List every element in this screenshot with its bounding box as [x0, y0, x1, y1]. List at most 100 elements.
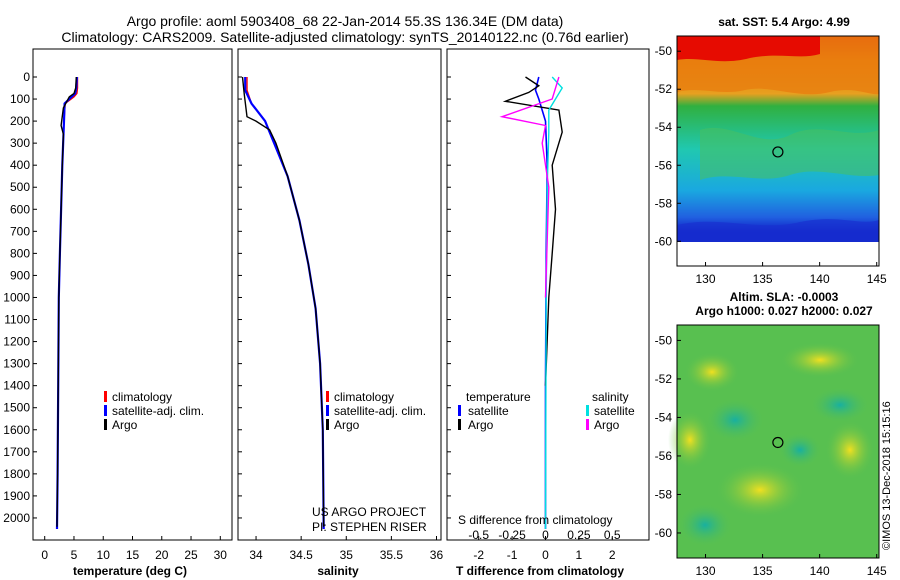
x-tick-label: 36: [430, 548, 444, 562]
salinity-legend: climatology satellite-adj. clim. Argo US…: [312, 390, 427, 534]
legend-argo: Argo: [334, 418, 360, 432]
lon-tick-label: 135: [753, 564, 773, 578]
sst-green-band: [700, 127, 879, 180]
series-satellite-adj-clim-: [244, 77, 325, 530]
series-argo: [502, 76, 563, 386]
lon-tick-label: 145: [867, 272, 887, 286]
sla-map-title-2: Argo h1000: 0.027 h2000: 0.027: [695, 304, 873, 318]
title-line-1: Argo profile: aoml 5903408_68 22-Jan-201…: [127, 13, 564, 29]
lon-tick-label: 140: [810, 564, 830, 578]
x-tick-label: 0: [542, 548, 549, 562]
sla-high: [825, 420, 875, 480]
sla-map-ticks: -50 -52 -54 -56 -58 -60 130 135 140 145: [655, 333, 887, 578]
s-tick-label: 0.5: [604, 528, 621, 542]
salinity-panel: [237, 48, 442, 541]
t-difference-axis-label: T difference from climatology: [456, 564, 624, 578]
salinity-axis-label: salinity: [317, 564, 359, 578]
series-sal-argo: [499, 76, 560, 298]
legend-satellite-adj: satellite-adj. clim.: [334, 404, 426, 418]
depth-tick-label: 700: [10, 224, 30, 238]
pi-credit: PI: STEPHEN RISER: [312, 520, 427, 534]
sla-low: [677, 503, 733, 547]
sla-high: [780, 342, 860, 378]
legend-t-argo: Argo: [468, 418, 494, 432]
depth-tick-label: 300: [10, 136, 30, 150]
legend-swatch-satellite: [326, 405, 329, 416]
legend-s-satellite: satellite: [594, 404, 635, 418]
depth-tick-label: 600: [10, 202, 30, 216]
legend-swatch-t-argo: [458, 419, 461, 430]
argo-location-marker: [772, 436, 784, 449]
sla-low: [705, 398, 765, 442]
x-tick-label: 2: [609, 548, 616, 562]
legend-argo: Argo: [112, 418, 138, 432]
s-tick-label: -0.25: [498, 528, 526, 542]
x-tick-label: 15: [126, 548, 140, 562]
sst-hot-zone: [677, 36, 820, 62]
lat-tick-label: -60: [655, 526, 673, 540]
lon-tick-label: 140: [810, 272, 830, 286]
legend-temperature-title: temperature: [466, 390, 531, 404]
sst-land-mask: [677, 242, 879, 266]
x-tick-label: 5: [71, 548, 78, 562]
lat-tick-label: -60: [655, 234, 673, 248]
sla-map-title-1: Altim. SLA: -0.0003: [730, 290, 839, 304]
temperature-profile: 0 5 10 15 20 25 30: [41, 76, 228, 562]
lat-tick-label: -52: [655, 82, 673, 96]
sst-map-frame: [676, 35, 880, 267]
lon-tick-label: 145: [867, 564, 887, 578]
depth-tick-label: 900: [10, 268, 30, 282]
sst-map: -50 -52 -54 -56 -58 -60 130 135 140 145: [655, 35, 887, 286]
lon-tick-label: 130: [696, 564, 716, 578]
x-tick-label: 10: [97, 548, 111, 562]
x-tick-label: 34: [249, 548, 263, 562]
depth-tick-label: 1600: [3, 423, 30, 437]
x-tick-label: -2: [473, 548, 484, 562]
lat-tick-label: -56: [655, 158, 673, 172]
lat-tick-label: -50: [655, 44, 673, 58]
legend-swatch-argo: [104, 419, 107, 430]
sla-high: [668, 410, 712, 470]
difference-profile: -2 -1 0 1 2 -0.5 -0.25 0 0.25 0.5: [468, 76, 621, 562]
sla-high: [715, 462, 805, 518]
sla-high: [684, 352, 740, 392]
x-tick-label: 25: [184, 548, 198, 562]
depth-tick-label: 1000: [3, 290, 30, 304]
legend-swatch-climatology: [104, 391, 107, 402]
s-tick-label: -0.5: [468, 528, 489, 542]
depth-tick-label: 800: [10, 246, 30, 260]
depth-tick-label: 100: [10, 92, 30, 106]
legend-swatch-satellite: [104, 405, 107, 416]
x-tick-label: 35: [340, 548, 354, 562]
depth-tick-label: 1100: [4, 313, 30, 327]
depth-axis: 0 100 200 300 400 500 600 700 800 900 1000 1100 1200…: [3, 70, 451, 525]
lat-tick-label: -54: [655, 120, 673, 134]
legend-climatology: climatology: [112, 390, 172, 404]
lon-tick-label: 130: [696, 272, 716, 286]
depth-tick-label: 1700: [3, 445, 30, 459]
series-argo: [241, 76, 325, 527]
x-tick-label: 20: [155, 548, 169, 562]
sla-low: [778, 432, 822, 468]
legend-satellite-adj: satellite-adj. clim.: [112, 404, 204, 418]
series-climatology: [56, 77, 79, 530]
series-satellite-adj-clim-: [55, 76, 78, 530]
depth-tick-label: 200: [10, 114, 30, 128]
x-tick-label: 30: [214, 548, 228, 562]
sst-cold-zone: [677, 219, 879, 242]
lat-tick-label: -58: [655, 196, 673, 210]
salinity-profile: 34 34.5 35 35.5 36: [241, 76, 444, 562]
x-tick-label: -1: [507, 548, 518, 562]
depth-tick-label: 500: [10, 180, 30, 194]
depth-tick-label: 0: [23, 70, 30, 84]
depth-tick-label: 1800: [3, 467, 30, 481]
lat-tick-label: -50: [655, 333, 673, 347]
difference-panel: [446, 48, 650, 541]
temperature-legend: climatology satellite-adj. clim. Argo: [104, 390, 204, 432]
lon-tick-label: 135: [753, 272, 773, 286]
lat-tick-label: -56: [655, 449, 673, 463]
series-climatology: [246, 77, 325, 530]
legend-swatch-t-satellite: [458, 405, 461, 416]
x-tick-label: 34.5: [289, 548, 313, 562]
